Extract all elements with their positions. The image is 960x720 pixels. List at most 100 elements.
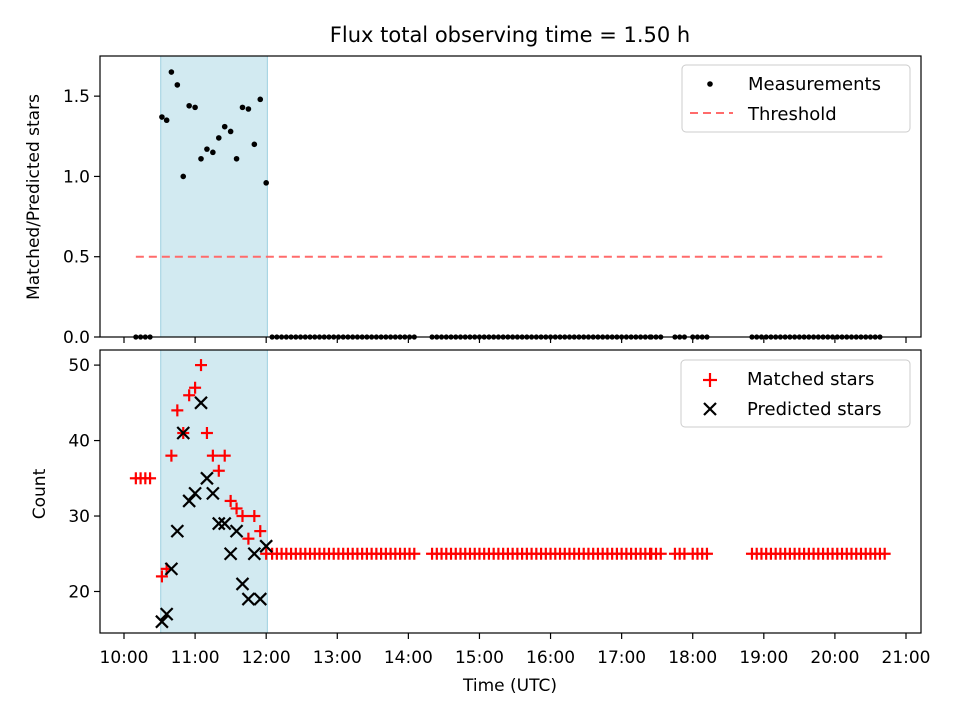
matched-star-marker: [878, 547, 891, 560]
legend-matched-marker: [703, 373, 717, 387]
top-shaded-region: [160, 55, 268, 338]
x-tick-label: 10:00: [100, 648, 149, 668]
predicted-star-marker: [247, 546, 262, 561]
predicted-star-marker: [194, 396, 208, 410]
matched-star-marker: [218, 449, 231, 462]
legend-measurements-marker: [707, 81, 713, 87]
x-tick-label: 18:00: [668, 648, 717, 668]
measurement-point: [215, 135, 222, 141]
measurement-point: [239, 104, 246, 111]
predicted-star-marker: [164, 562, 179, 576]
measurement-point: [221, 123, 228, 130]
y-tick-label: 0.5: [63, 248, 90, 268]
matched-star-marker: [254, 525, 267, 538]
bottom-legend-box: [680, 359, 911, 428]
y-tick-label: 0.0: [63, 328, 90, 348]
measurement-point: [198, 155, 204, 162]
matched-star-marker: [155, 570, 168, 583]
matched-star-marker: [236, 510, 249, 523]
measurement-point: [163, 117, 170, 124]
predicted-star-marker: [176, 426, 191, 440]
top-axes-frame: [99, 55, 922, 338]
measurement-point: [227, 128, 234, 135]
matched-star-marker: [224, 494, 237, 507]
predicted-star-marker: [200, 471, 214, 486]
top-peak-measurements: [159, 69, 269, 186]
measurement-point: [186, 102, 192, 109]
x-axis-label: Time (UTC): [462, 676, 557, 696]
matched-star-marker: [195, 359, 208, 372]
predicted-star-marker: [253, 592, 268, 606]
measurement-point: [251, 141, 258, 148]
x-tick-label: 21:00: [882, 648, 931, 668]
matched-star-marker: [242, 532, 255, 545]
legend-predicted-marker: [703, 402, 717, 416]
predicted-star-marker: [235, 577, 250, 591]
x-tick-label: 19:00: [739, 648, 788, 668]
x-tick-label: 15:00: [455, 648, 504, 668]
predicted-star-marker: [259, 539, 273, 553]
measurement-point: [257, 96, 264, 103]
predicted-star-marker: [155, 614, 169, 629]
measurement-point: [180, 173, 187, 180]
x-tick-label: 12:00: [242, 648, 291, 668]
measurement-point: [168, 69, 175, 75]
matched-star-marker: [165, 449, 178, 462]
bottom-y-ticks: 20 30 40 50: [68, 356, 100, 602]
bottom-x-ticks: 10:00 11:00 12:00 13:00 14:00 15:00 16:00 17:00…: [100, 633, 931, 668]
predicted-star-marker: [223, 546, 238, 561]
chart-title: Flux total observing time = 1.50 h: [330, 23, 690, 47]
y-tick-label: 30: [68, 507, 90, 527]
matched-star-marker: [700, 547, 713, 560]
predicted-star-marker: [241, 592, 256, 606]
predicted-star-marker: [170, 524, 185, 538]
top-legend: Measurements Threshold: [681, 64, 911, 133]
bottom-axes-frame: [99, 349, 922, 634]
predicted-star-marker: [159, 607, 174, 621]
bottom-legend: Matched stars Predicted stars: [680, 359, 911, 428]
matched-star-marker: [144, 472, 157, 485]
x-tick-label: 17:00: [597, 648, 646, 668]
predicted-star-marker: [188, 486, 202, 501]
y-tick-label: 50: [68, 356, 90, 376]
matched-star-marker: [230, 502, 243, 515]
measurement-point: [263, 180, 269, 186]
predicted-star-marker: [212, 516, 226, 531]
x-tick-label: 13:00: [313, 648, 362, 668]
legend-matched-label: Matched stars: [747, 369, 874, 390]
matched-star-marker: [248, 510, 261, 523]
predicted-star-marker: [229, 524, 244, 538]
top-x-ticks: [123, 337, 907, 343]
matched-star-marker: [200, 427, 213, 440]
matched-star-marker: [408, 547, 421, 560]
predicted-stars-series: [155, 396, 273, 629]
x-tick-label: 14:00: [384, 648, 433, 668]
x-tick-label: 16:00: [526, 648, 575, 668]
matched-star-marker: [206, 449, 219, 462]
predicted-star-marker: [182, 494, 196, 508]
bottom-y-axis-label: Count: [30, 468, 50, 519]
matched-star-marker: [212, 464, 225, 477]
matched-star-marker: [189, 381, 202, 394]
x-tick-label: 11:00: [171, 648, 220, 668]
measurement-point: [204, 146, 210, 152]
x-tick-label: 20:00: [810, 648, 859, 668]
legend-predicted-label: Predicted stars: [747, 399, 881, 420]
y-tick-label: 40: [68, 432, 90, 452]
measurement-point: [192, 104, 198, 111]
legend-threshold-label: Threshold: [747, 104, 837, 125]
measurement-point: [245, 106, 252, 112]
predicted-star-marker: [217, 516, 232, 531]
measurement-point: [210, 149, 216, 156]
top-y-ticks: 0.0 0.5 1.0 1.5: [63, 87, 100, 348]
matched-star-marker: [654, 547, 667, 560]
measurement-point: [174, 82, 181, 88]
y-tick-label: 1.5: [63, 87, 90, 107]
matched-star-marker: [171, 404, 184, 417]
measurement-point: [233, 155, 240, 162]
matched-star-marker: [183, 389, 196, 402]
top-legend-box: [681, 64, 911, 133]
measurement-point: [159, 114, 165, 120]
